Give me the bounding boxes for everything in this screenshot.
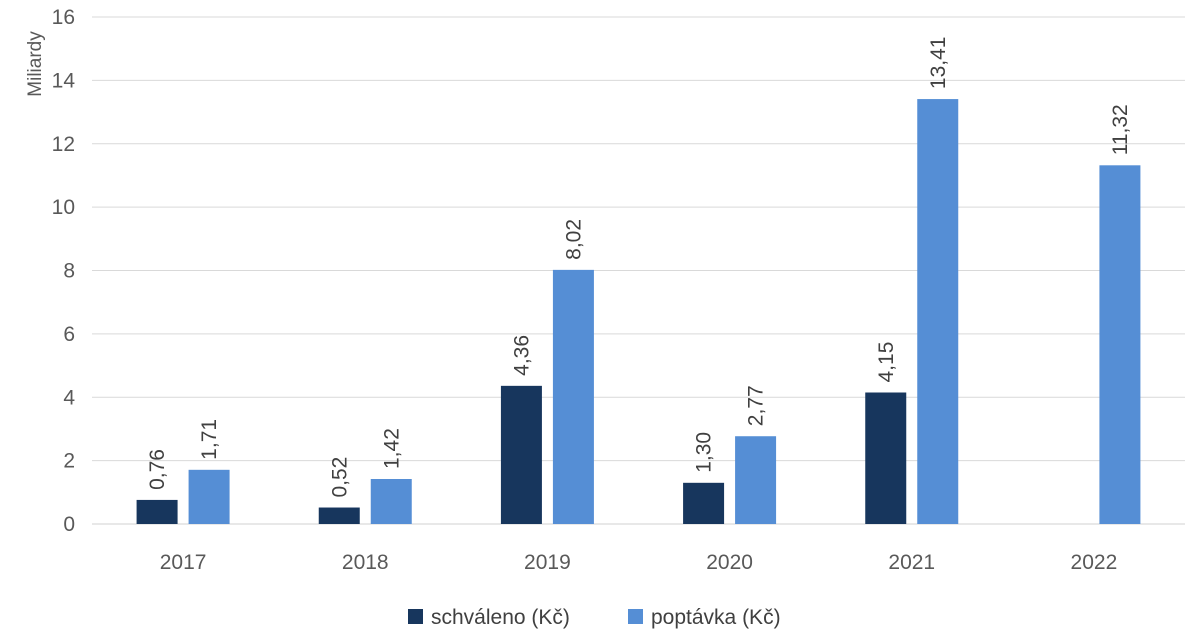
bars (136, 99, 1141, 525)
data-labels: 0,76 0,52 4,36 1,30 4,15 1,71 1,42 8,02 2,77 13,4… (146, 37, 1132, 498)
bar-schvaleno (500, 385, 542, 524)
data-label: 0,76 (146, 449, 169, 490)
data-label: 1,71 (198, 419, 221, 460)
x-tick-label: 2020 (706, 551, 753, 574)
x-tick-label: 2021 (888, 551, 935, 574)
legend-label: poptávka (Kč) (651, 606, 781, 629)
y-tick-label: 2 (63, 450, 75, 473)
bar-poptavka (735, 436, 777, 524)
bar-schvaleno (865, 392, 907, 524)
bar-schvaleno (318, 507, 360, 524)
bar-poptavka (917, 99, 959, 525)
data-label: 0,52 (328, 457, 351, 498)
bar-schvaleno (136, 499, 178, 524)
y-tick-label: 6 (63, 323, 75, 346)
data-label: 8,02 (562, 219, 585, 260)
y-tick-label: 16 (52, 6, 75, 29)
legend-label: schváleno (Kč) (431, 606, 570, 629)
data-label: 1,30 (693, 432, 716, 473)
data-label: 4,36 (510, 335, 533, 376)
x-tick-label: 2017 (160, 551, 207, 574)
y-axis-title: Miliardy (25, 31, 46, 97)
data-label: 11,32 (1109, 104, 1132, 155)
legend-swatch (408, 609, 423, 624)
y-tick-label: 12 (52, 133, 75, 156)
legend-swatch (628, 609, 643, 624)
y-tick-label: 0 (63, 513, 75, 536)
legend: schváleno (Kč) poptávka (Kč) (408, 606, 781, 629)
x-tick-label: 2018 (342, 551, 389, 574)
y-tick-label: 8 (63, 260, 75, 283)
bar-poptavka (1099, 165, 1141, 525)
x-tick-label: 2022 (1071, 551, 1118, 574)
bar-poptavka (370, 479, 412, 524)
data-label: 2,77 (745, 385, 768, 426)
bar-poptavka (552, 269, 594, 524)
data-label: 4,15 (875, 342, 898, 383)
y-tick-label: 14 (52, 69, 76, 92)
axes: 0 2 4 6 8 10 12 14 16 2017 2018 2019 2020 2021 2022 (52, 6, 1185, 574)
gridlines (92, 16, 1185, 462)
data-label: 1,42 (380, 428, 403, 469)
bar-poptavka (188, 469, 230, 524)
x-tick-label: 2019 (524, 551, 571, 574)
bar-schvaleno (683, 482, 725, 524)
data-label: 13,41 (927, 37, 950, 90)
y-tick-label: 4 (63, 386, 75, 409)
y-tick-label: 10 (52, 196, 75, 219)
